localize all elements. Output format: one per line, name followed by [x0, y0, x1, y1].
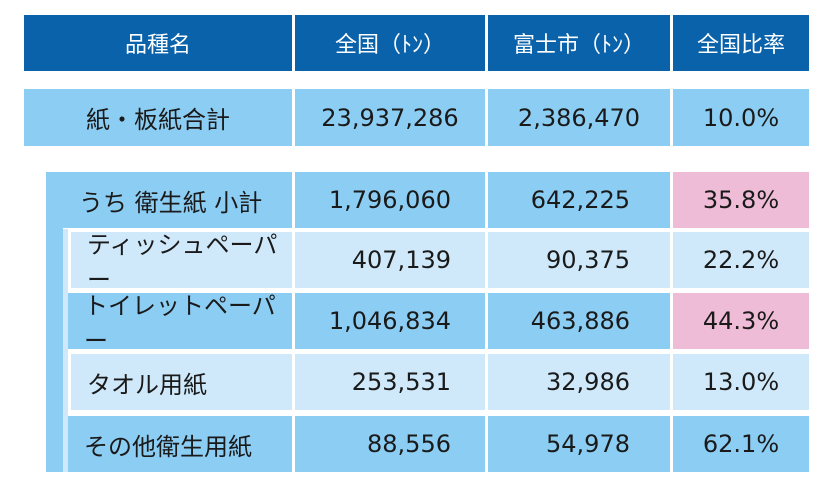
header-fuji: 富士市（ﾄﾝ） — [488, 15, 670, 71]
total-national: 23,937,286 — [295, 89, 485, 146]
subtotal-national: 1,796,060 — [295, 172, 485, 228]
subtotal-ratio: 35.8% — [673, 172, 809, 228]
row-other-name: その他衛生用紙 — [68, 416, 292, 472]
row-toilet-fuji: 463,886 — [488, 293, 670, 349]
row-tissue-ratio: 22.2% — [673, 232, 809, 288]
row-tissue-national: 407,139 — [295, 232, 485, 288]
subtotal-fuji: 642,225 — [488, 172, 670, 228]
group-bracket-inner — [63, 229, 68, 472]
row-towel-national: 253,531 — [295, 354, 485, 410]
row-towel-name: タオル用紙 — [71, 354, 292, 410]
header-national: 全国（ﾄﾝ） — [295, 15, 485, 71]
group-bracket-outer — [46, 172, 63, 472]
row-tissue-fuji: 90,375 — [488, 232, 670, 288]
header-name: 品種名 — [24, 15, 292, 71]
row-other-fuji: 54,978 — [488, 416, 670, 472]
row-towel-ratio: 13.0% — [673, 354, 809, 410]
total-name: 紙・板紙合計 — [24, 89, 292, 146]
row-towel-fuji: 32,986 — [488, 354, 670, 410]
total-ratio: 10.0% — [673, 89, 809, 146]
row-other-national: 88,556 — [295, 416, 485, 472]
row-tissue-name: ティッシュペーパー — [71, 231, 292, 294]
row-toilet-ratio: 44.3% — [673, 293, 809, 349]
header-ratio: 全国比率 — [673, 15, 809, 71]
row-toilet-national: 1,046,834 — [295, 293, 485, 349]
row-toilet-name: トイレットペーパー — [68, 292, 292, 355]
subtotal-name: うち 衛生紙 小計 — [63, 172, 292, 228]
total-fuji: 2,386,470 — [488, 89, 670, 146]
row-other-ratio: 62.1% — [673, 416, 809, 472]
